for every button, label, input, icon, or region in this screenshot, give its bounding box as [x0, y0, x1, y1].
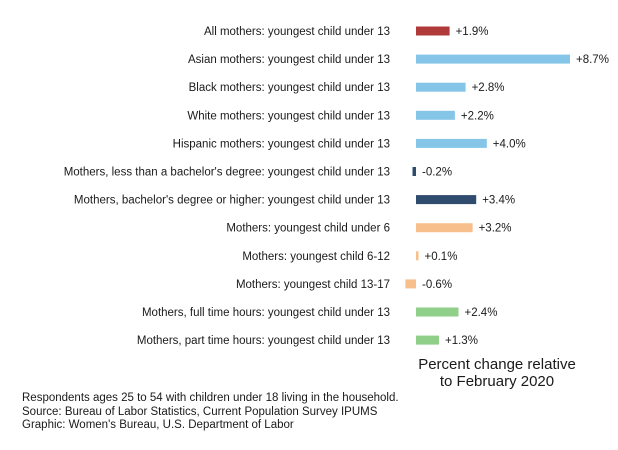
category-label: Black mothers: youngest child under 13 [189, 82, 390, 94]
value-label: +1.9% [456, 26, 489, 38]
bar-chart: All mothers: youngest child under 13 Asia… [64, 26, 609, 390]
category-label: Mothers: youngest child 6-12 [242, 251, 390, 263]
bars [405, 26, 570, 345]
bar [416, 54, 570, 64]
category-label: Hispanic mothers: youngest child under 1… [173, 138, 390, 150]
bar [416, 223, 473, 233]
bar [416, 138, 487, 148]
category-label: Mothers: youngest child 13-17 [236, 279, 390, 291]
value-label: +2.2% [461, 110, 494, 122]
value-label: +2.4% [465, 307, 498, 319]
category-label: Mothers: youngest child under 6 [226, 223, 390, 235]
bar [416, 82, 466, 92]
bar [416, 307, 459, 317]
chart-notes: Respondents ages 25 to 54 with children … [22, 392, 399, 433]
bar [416, 26, 450, 36]
axis-title-line-2: to February 2020 [440, 373, 554, 390]
value-label: +4.0% [493, 138, 526, 150]
value-label: +2.8% [472, 82, 505, 94]
category-label: Mothers, bachelor's degree or higher: yo… [74, 195, 390, 207]
category-label: Mothers, less than a bachelor's degree: … [64, 167, 390, 179]
bar [405, 279, 416, 289]
bar [416, 110, 455, 120]
bar [412, 167, 416, 176]
category-label: Mothers, part time hours: youngest child… [137, 335, 390, 347]
value-label: +0.1% [425, 251, 458, 263]
category-label: Mothers, full time hours: youngest child… [142, 307, 390, 319]
bar [416, 195, 477, 205]
axis-title-line-1: Percent change relative [418, 356, 576, 373]
value-label: +1.3% [445, 335, 478, 347]
category-label: White mothers: youngest child under 13 [187, 110, 390, 122]
category-label: Asian mothers: youngest child under 13 [188, 54, 390, 66]
value-label: +8.7% [576, 54, 609, 66]
value-label: -0.6% [422, 279, 452, 291]
value-labels: +1.9% +8.7% +2.8% +2.2% +4.0% -0.2% +3.4% +3.2%… [422, 26, 609, 347]
category-labels: All mothers: youngest child under 13 Asia… [64, 26, 390, 347]
value-label: +3.2% [479, 223, 512, 235]
category-label: All mothers: youngest child under 13 [204, 26, 390, 38]
note-source: Source: Bureau of Labor Statistics, Curr… [22, 405, 378, 418]
note-respondents: Respondents ages 25 to 54 with children … [22, 392, 399, 404]
note-graphic-credit: Graphic: Women's Bureau, U.S. Department… [22, 419, 294, 432]
bar [416, 251, 419, 261]
bar [416, 335, 439, 345]
value-label: -0.2% [422, 167, 452, 179]
value-label: +3.4% [482, 195, 515, 207]
